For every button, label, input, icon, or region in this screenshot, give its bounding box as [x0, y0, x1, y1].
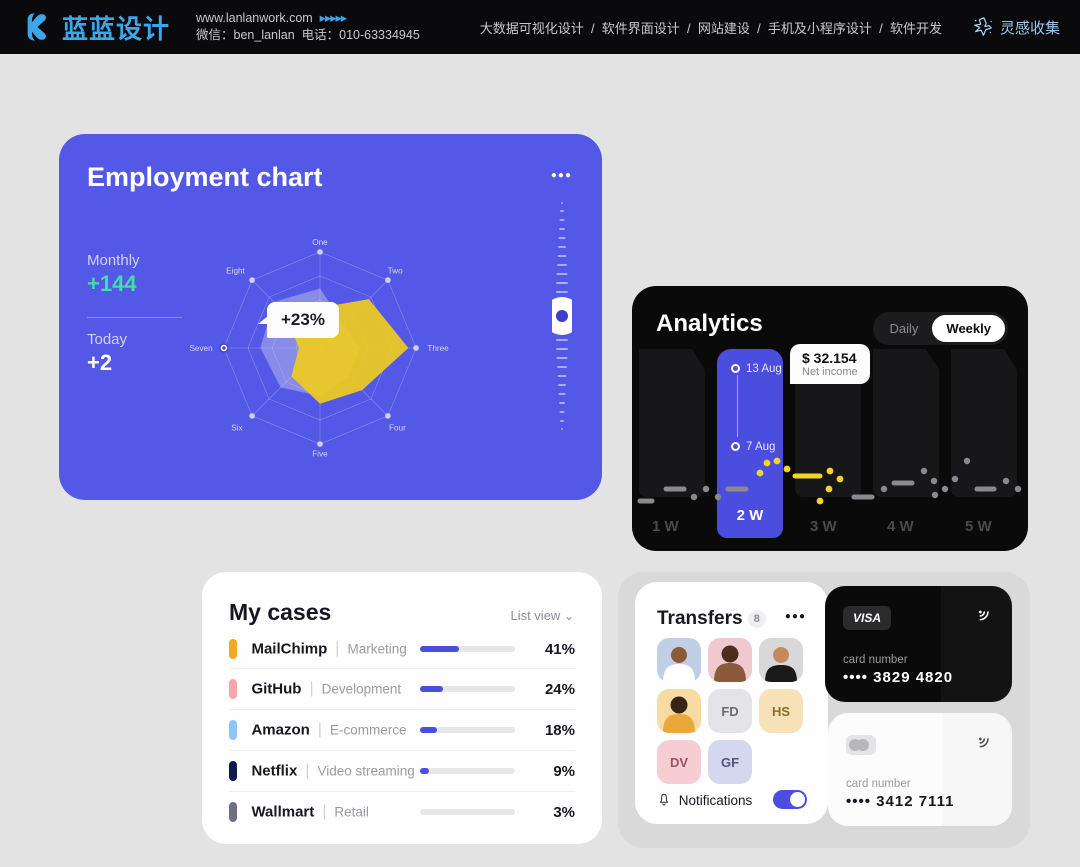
svg-text:Three: Three	[427, 344, 449, 353]
svg-text:Seven: Seven	[189, 344, 213, 353]
svg-text:One: One	[312, 238, 328, 247]
svg-text:Four: Four	[389, 423, 406, 432]
svg-text:Five: Five	[312, 449, 328, 458]
svg-text:Six: Six	[231, 423, 242, 432]
svg-text:Two: Two	[388, 266, 403, 275]
svg-text:Eight: Eight	[226, 266, 245, 275]
